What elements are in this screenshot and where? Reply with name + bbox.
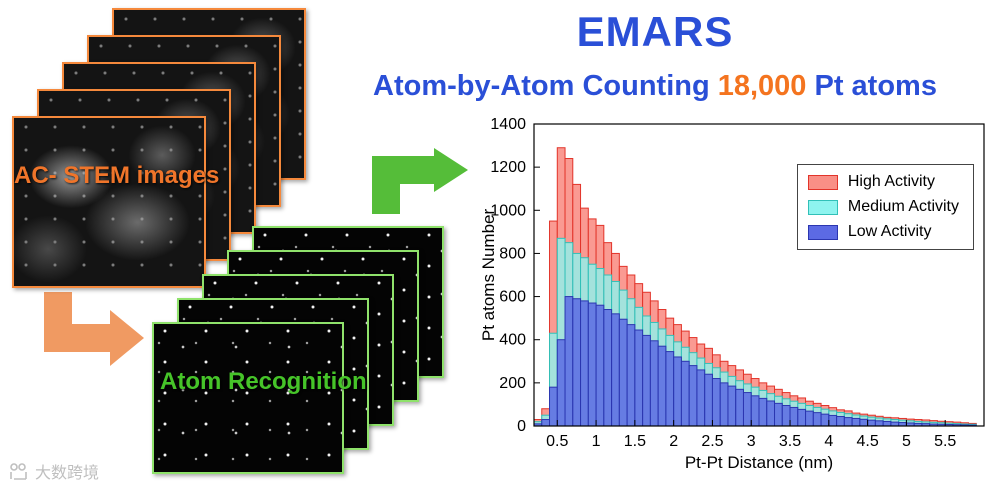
svg-text:0.5: 0.5 bbox=[546, 433, 568, 450]
svg-text:0: 0 bbox=[517, 418, 526, 435]
subtitle-count: 18,000 bbox=[717, 70, 807, 102]
watermark-text: 大数跨境 bbox=[35, 465, 100, 482]
atom-recognition-label: Atom Recognition bbox=[160, 368, 367, 395]
svg-text:2.5: 2.5 bbox=[701, 433, 723, 450]
histogram-chart: 0.5 1 1.5 2 2.5 3 3.5 4 4.5 5 5.5 0 200 400 600 800 1000… bbox=[478, 112, 994, 482]
subtitle-suffix: Pt atoms bbox=[806, 70, 937, 102]
legend-swatch bbox=[807, 224, 838, 240]
svg-text:1200: 1200 bbox=[490, 159, 526, 176]
down-right-arrow-icon bbox=[44, 292, 144, 366]
svg-text:4.5: 4.5 bbox=[856, 433, 878, 450]
svg-text:3.5: 3.5 bbox=[779, 433, 801, 450]
right-arrow-icon bbox=[372, 148, 468, 214]
svg-text:1: 1 bbox=[592, 433, 601, 450]
legend-label: Low Activity bbox=[847, 223, 932, 240]
svg-text:1000: 1000 bbox=[490, 202, 526, 219]
stem-image bbox=[12, 116, 206, 288]
svg-text:5: 5 bbox=[902, 433, 911, 450]
svg-text:400: 400 bbox=[499, 332, 526, 349]
svg-text:5.5: 5.5 bbox=[934, 433, 956, 450]
svg-text:4: 4 bbox=[824, 433, 833, 450]
subtitle-prefix: Atom-by-Atom Counting bbox=[373, 70, 718, 102]
series-low-activity bbox=[533, 296, 977, 427]
svg-text:200: 200 bbox=[499, 375, 526, 392]
svg-text:800: 800 bbox=[499, 245, 526, 262]
legend-swatch bbox=[807, 174, 838, 190]
legend-item: High Activity bbox=[807, 173, 959, 191]
watermark-logo bbox=[10, 463, 27, 480]
page-subtitle: Atom-by-Atom Counting 18,000 Pt atoms bbox=[310, 70, 1000, 103]
atom-map-image bbox=[152, 322, 344, 474]
svg-text:1400: 1400 bbox=[490, 116, 526, 133]
histogram-plot: 0.5 1 1.5 2 2.5 3 3.5 4 4.5 5 5.5 0 200 400 600 800 1000… bbox=[479, 116, 985, 472]
svg-text:600: 600 bbox=[499, 289, 526, 306]
legend: High Activity Medium Activity Low Activity bbox=[796, 164, 974, 250]
page-title: EMARS bbox=[576, 8, 734, 55]
legend-swatch bbox=[807, 199, 838, 215]
svg-text:2: 2 bbox=[669, 433, 678, 450]
legend-item: Medium Activity bbox=[807, 198, 959, 216]
x-axis-label: Pt-Pt Distance (nm) bbox=[685, 453, 833, 472]
legend-label: High Activity bbox=[847, 173, 935, 190]
stem-images-label: AC- STEM images bbox=[14, 162, 220, 189]
watermark: 大数跨境 bbox=[8, 459, 99, 483]
y-axis-label: Pt atoms Number bbox=[479, 209, 498, 342]
legend-label: Medium Activity bbox=[847, 198, 959, 215]
header: EMARS Atom-by-Atom Counting 18,000 Pt at… bbox=[310, 8, 1000, 103]
svg-text:3: 3 bbox=[747, 433, 756, 450]
svg-text:1.5: 1.5 bbox=[624, 433, 646, 450]
legend-item: Low Activity bbox=[807, 223, 959, 241]
